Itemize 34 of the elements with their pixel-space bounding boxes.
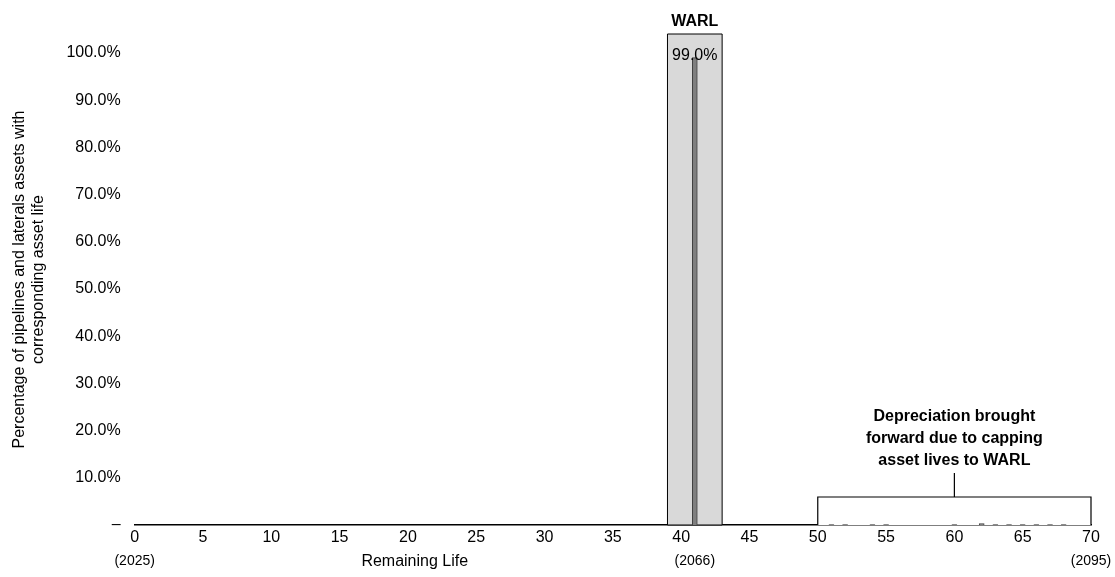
x-tick-label: 25 bbox=[467, 528, 486, 546]
y-tick-label: 70.0% bbox=[75, 184, 121, 202]
x-tick-label: 35 bbox=[603, 528, 622, 546]
x2-tick-label: (2025) bbox=[114, 552, 155, 569]
x2-tick-label: (2095) bbox=[1070, 552, 1112, 569]
y-tick-label: 20.0% bbox=[75, 420, 121, 438]
y-tick-label: 10.0% bbox=[75, 468, 121, 486]
x-tick-label: 50 bbox=[808, 528, 827, 546]
y-axis-title: Percentage of pipelines and laterals assets with corresponding asset life bbox=[10, 110, 47, 449]
band-label: WARL bbox=[671, 12, 719, 30]
y-tick-label: – bbox=[111, 515, 121, 533]
y-tick-label: 40.0% bbox=[75, 326, 121, 344]
x2-tick-label: (2066) bbox=[674, 552, 716, 569]
x-tick-label: 10 bbox=[262, 528, 281, 546]
x-axis-title: Remaining Life bbox=[361, 552, 469, 570]
x-tick-label: 65 bbox=[1013, 528, 1032, 546]
x-tick-label: 55 bbox=[877, 528, 896, 546]
x-tick-label: 0 bbox=[130, 528, 140, 546]
x-tick-label: 60 bbox=[945, 528, 964, 546]
x-tick-label: 5 bbox=[198, 528, 208, 546]
band-label: Depreciation brought forward due to capping asset lives to WARL bbox=[865, 407, 1043, 469]
y-tick-label: 60.0% bbox=[75, 232, 121, 250]
x-tick-label: 40 bbox=[672, 528, 691, 546]
x-tick-label: 70 bbox=[1082, 528, 1100, 546]
y-tick-label: 80.0% bbox=[75, 137, 121, 155]
x-tick-label: 45 bbox=[740, 528, 759, 546]
x-tick-label: 30 bbox=[535, 528, 554, 546]
y-tick-label: 100.0% bbox=[66, 43, 121, 61]
x-tick-label: 15 bbox=[330, 528, 349, 546]
y-tick-label: 50.0% bbox=[75, 279, 121, 297]
y-tick-label: 90.0% bbox=[75, 90, 121, 108]
y-tick-label: 30.0% bbox=[75, 373, 121, 391]
x-tick-label: 20 bbox=[399, 528, 417, 546]
data-label: 99.0% bbox=[672, 46, 718, 64]
